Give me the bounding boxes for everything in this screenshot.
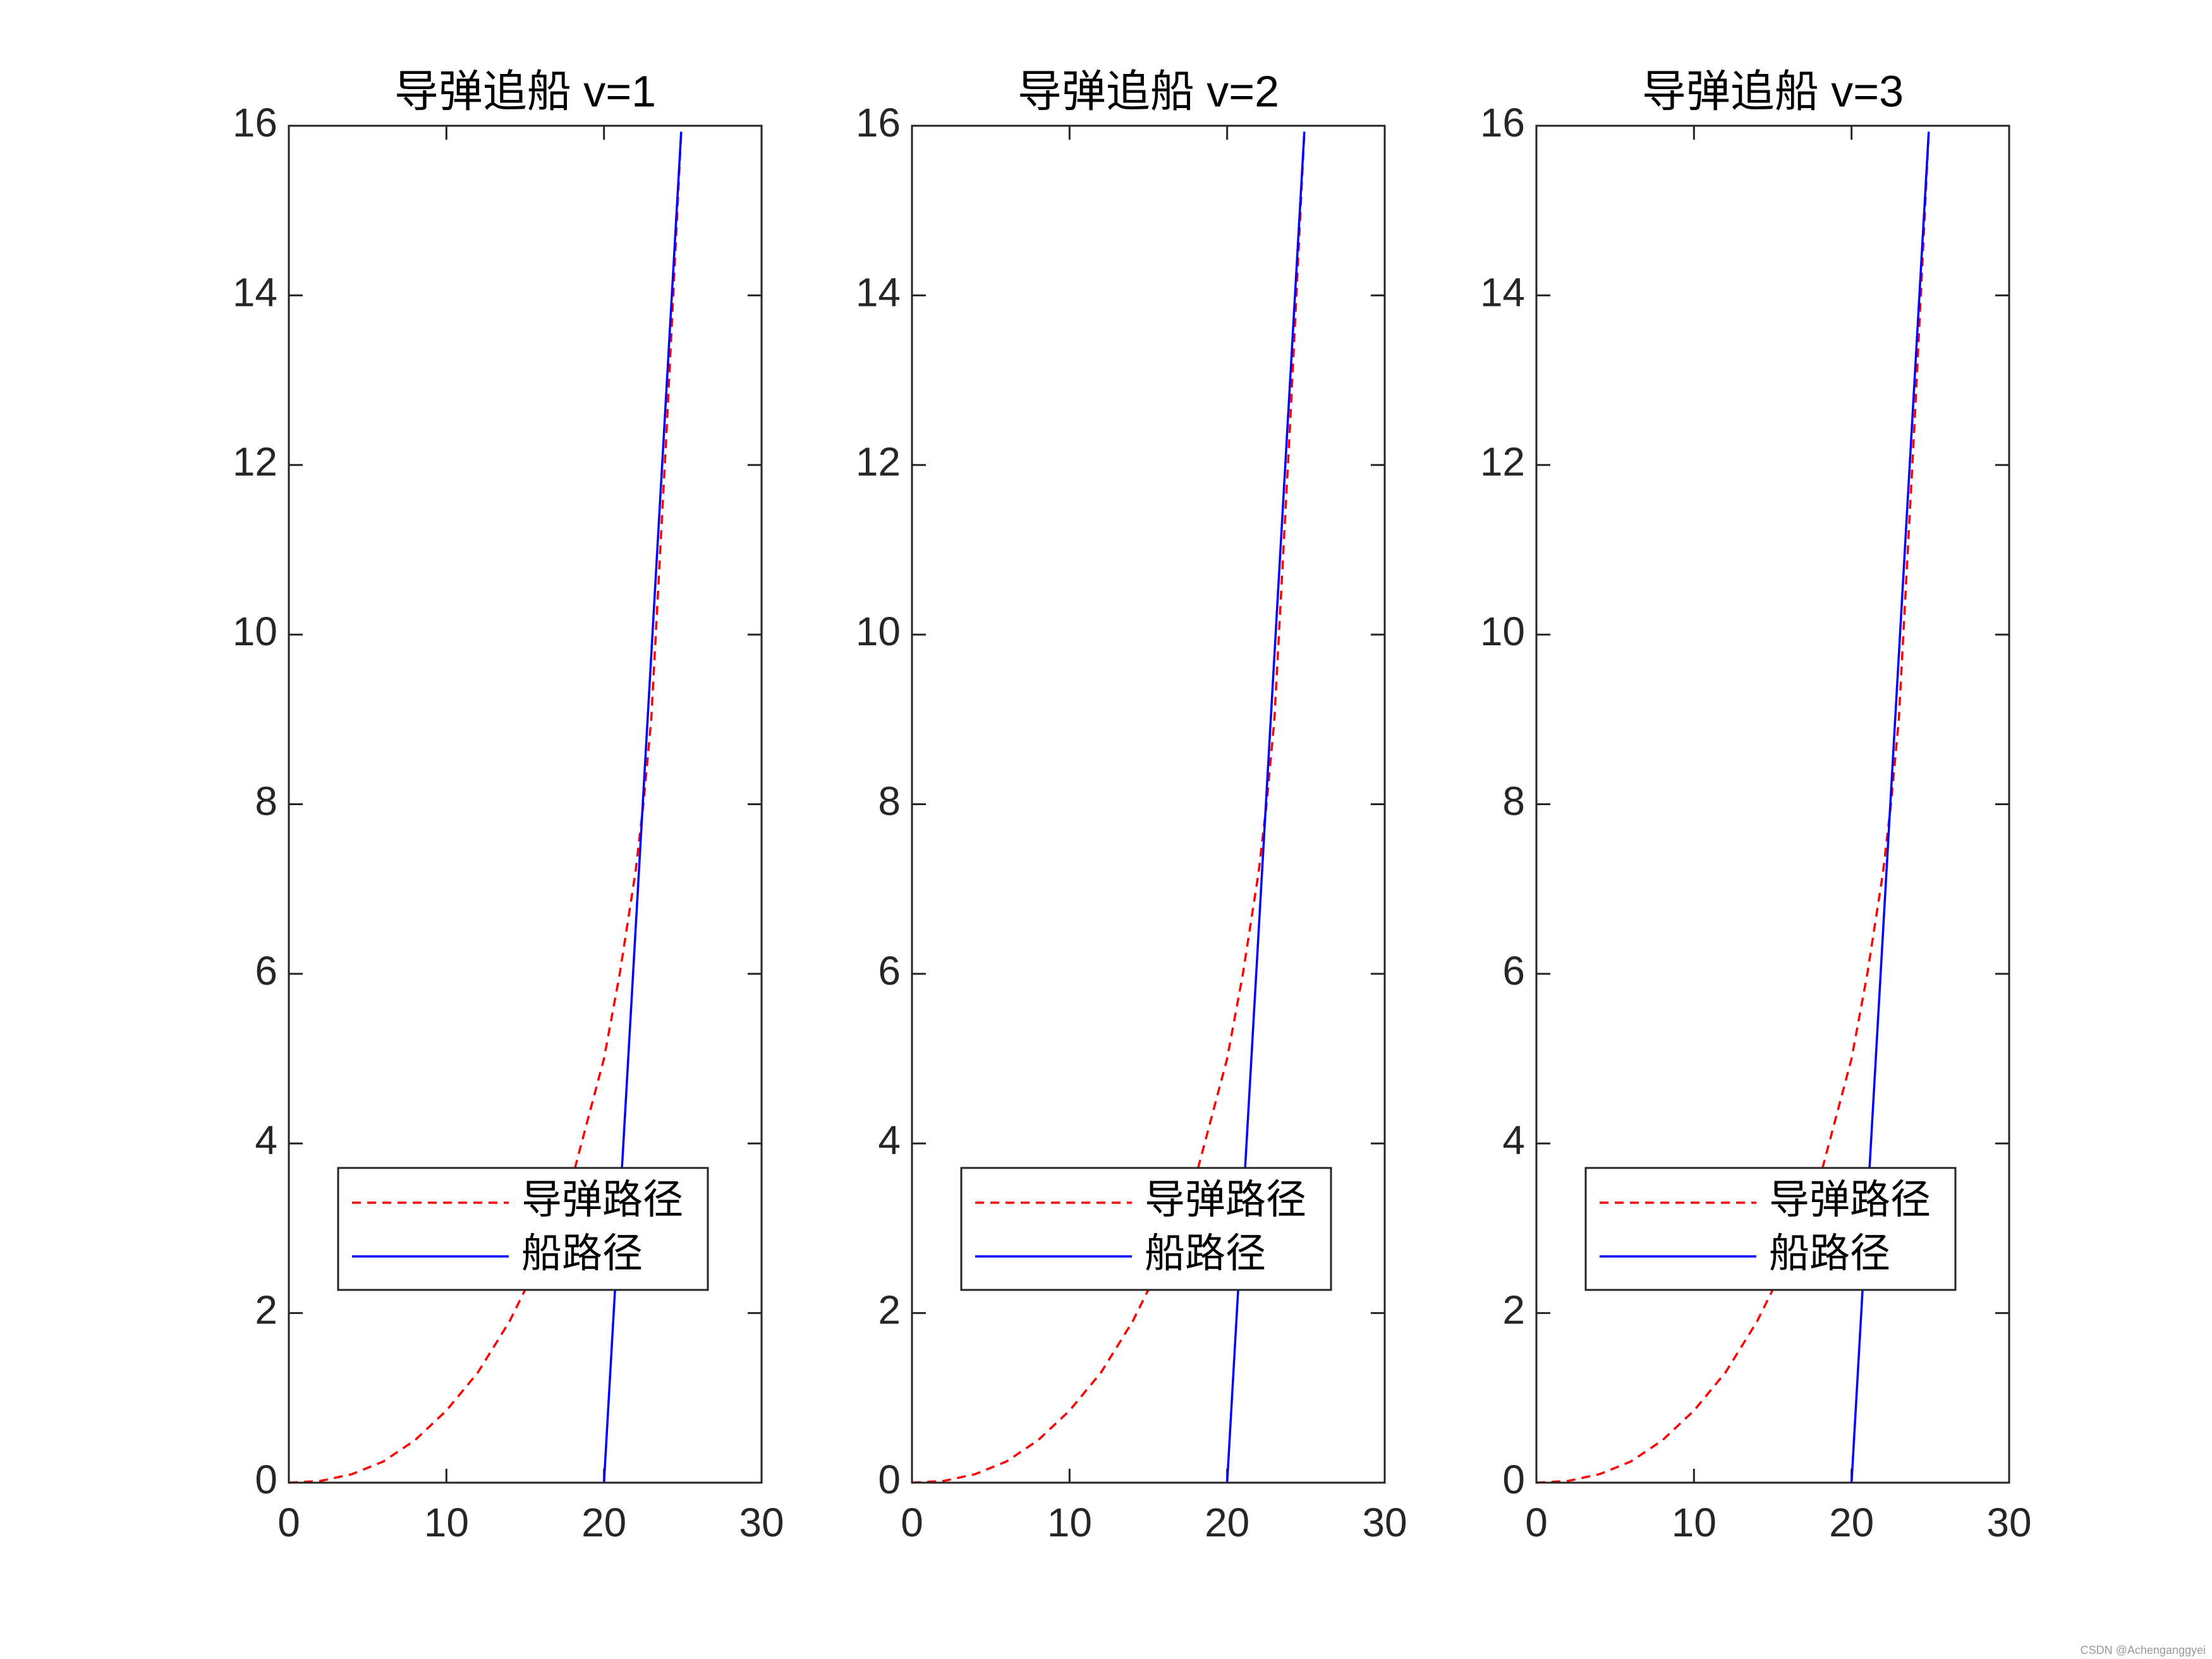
- y-tick-label: 0: [1502, 1457, 1525, 1502]
- legend-label: 导弹路径: [1145, 1177, 1306, 1222]
- x-tick-label: 0: [1525, 1500, 1548, 1545]
- legend-box: [960, 1167, 1332, 1291]
- series-line: [911, 131, 1306, 1484]
- legend-label: 船路径: [521, 1231, 643, 1276]
- y-tick-label: 8: [1502, 778, 1525, 823]
- legend-label: 导弹路径: [1769, 1177, 1931, 1222]
- legend-label: 导弹路径: [521, 1177, 683, 1222]
- y-tick-label: 0: [255, 1457, 277, 1502]
- x-tick-label: 30: [1362, 1500, 1407, 1545]
- chart-title: 导弹追船 v=3: [1642, 66, 1904, 116]
- axes-box: [911, 125, 1386, 1484]
- x-tick-label: 20: [581, 1500, 626, 1545]
- series-line: [288, 131, 683, 1484]
- axes-box: [1535, 125, 2010, 1484]
- y-tick-label: 0: [878, 1457, 901, 1502]
- y-tick-label: 6: [1502, 948, 1525, 994]
- y-tick-label: 14: [1480, 269, 1525, 315]
- y-tick-label: 12: [1480, 439, 1525, 485]
- y-tick-label: 16: [856, 100, 901, 145]
- y-tick-label: 4: [878, 1117, 901, 1163]
- series-line: [1536, 131, 1930, 1484]
- x-tick-label: 30: [739, 1500, 784, 1545]
- y-tick-label: 2: [878, 1287, 901, 1333]
- y-tick-label: 16: [233, 100, 277, 145]
- y-tick-label: 4: [255, 1117, 277, 1163]
- x-tick-label: 30: [1986, 1500, 2031, 1545]
- legend-box: [1584, 1167, 1957, 1291]
- x-tick-label: 20: [1205, 1500, 1249, 1545]
- x-tick-label: 0: [901, 1500, 923, 1545]
- y-tick-label: 10: [1480, 609, 1525, 654]
- y-tick-label: 4: [1502, 1117, 1525, 1163]
- axes-box: [288, 125, 763, 1484]
- y-tick-label: 8: [255, 778, 277, 823]
- x-tick-label: 20: [1829, 1500, 1874, 1545]
- chart-title: 导弹追船 v=1: [394, 66, 656, 116]
- x-tick-label: 10: [1047, 1500, 1092, 1545]
- chart-title: 导弹追船 v=2: [1018, 66, 1279, 116]
- y-tick-label: 6: [878, 948, 901, 994]
- y-tick-label: 14: [856, 269, 901, 315]
- watermark: CSDN @Achenganggyei: [2081, 1644, 2206, 1656]
- y-tick-label: 2: [255, 1287, 277, 1333]
- y-tick-label: 6: [255, 948, 277, 994]
- x-tick-label: 10: [424, 1500, 469, 1545]
- y-tick-label: 12: [856, 439, 901, 485]
- y-tick-label: 10: [856, 609, 901, 654]
- y-tick-label: 2: [1502, 1287, 1525, 1333]
- x-tick-label: 0: [277, 1500, 300, 1545]
- legend-box: [337, 1167, 709, 1291]
- y-tick-label: 16: [1480, 100, 1525, 145]
- y-tick-label: 14: [233, 269, 277, 315]
- y-tick-label: 12: [233, 439, 277, 485]
- legend-label: 船路径: [1145, 1231, 1266, 1276]
- legend-label: 船路径: [1769, 1231, 1890, 1276]
- y-tick-label: 10: [233, 609, 277, 654]
- x-tick-label: 10: [1672, 1500, 1717, 1545]
- y-tick-label: 8: [878, 778, 901, 823]
